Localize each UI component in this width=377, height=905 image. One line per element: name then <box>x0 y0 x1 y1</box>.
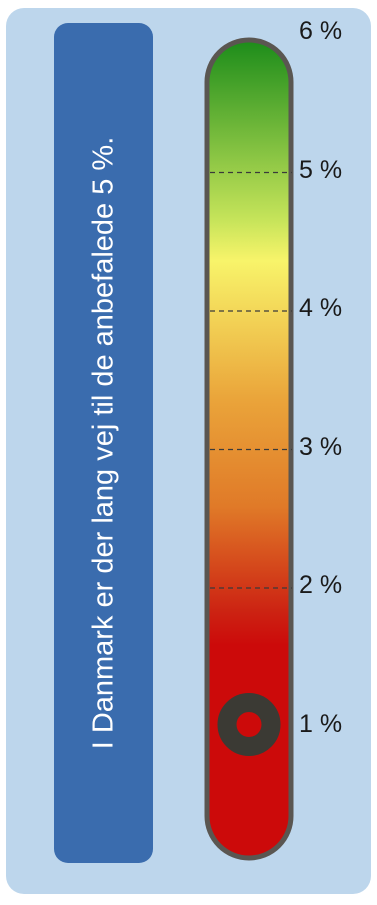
title-box <box>54 23 153 863</box>
tick-label-3: 3 % <box>299 432 343 461</box>
tick-label-6: 6 % <box>299 17 343 45</box>
tick-lines <box>210 171 292 589</box>
tick-label-1: 1 % <box>299 709 343 738</box>
tick-label-4: 4 % <box>299 294 343 322</box>
tick-label-2: 2 % <box>299 571 343 599</box>
tick-label-5: 5 % <box>299 155 343 184</box>
current-value-marker <box>217 693 281 756</box>
